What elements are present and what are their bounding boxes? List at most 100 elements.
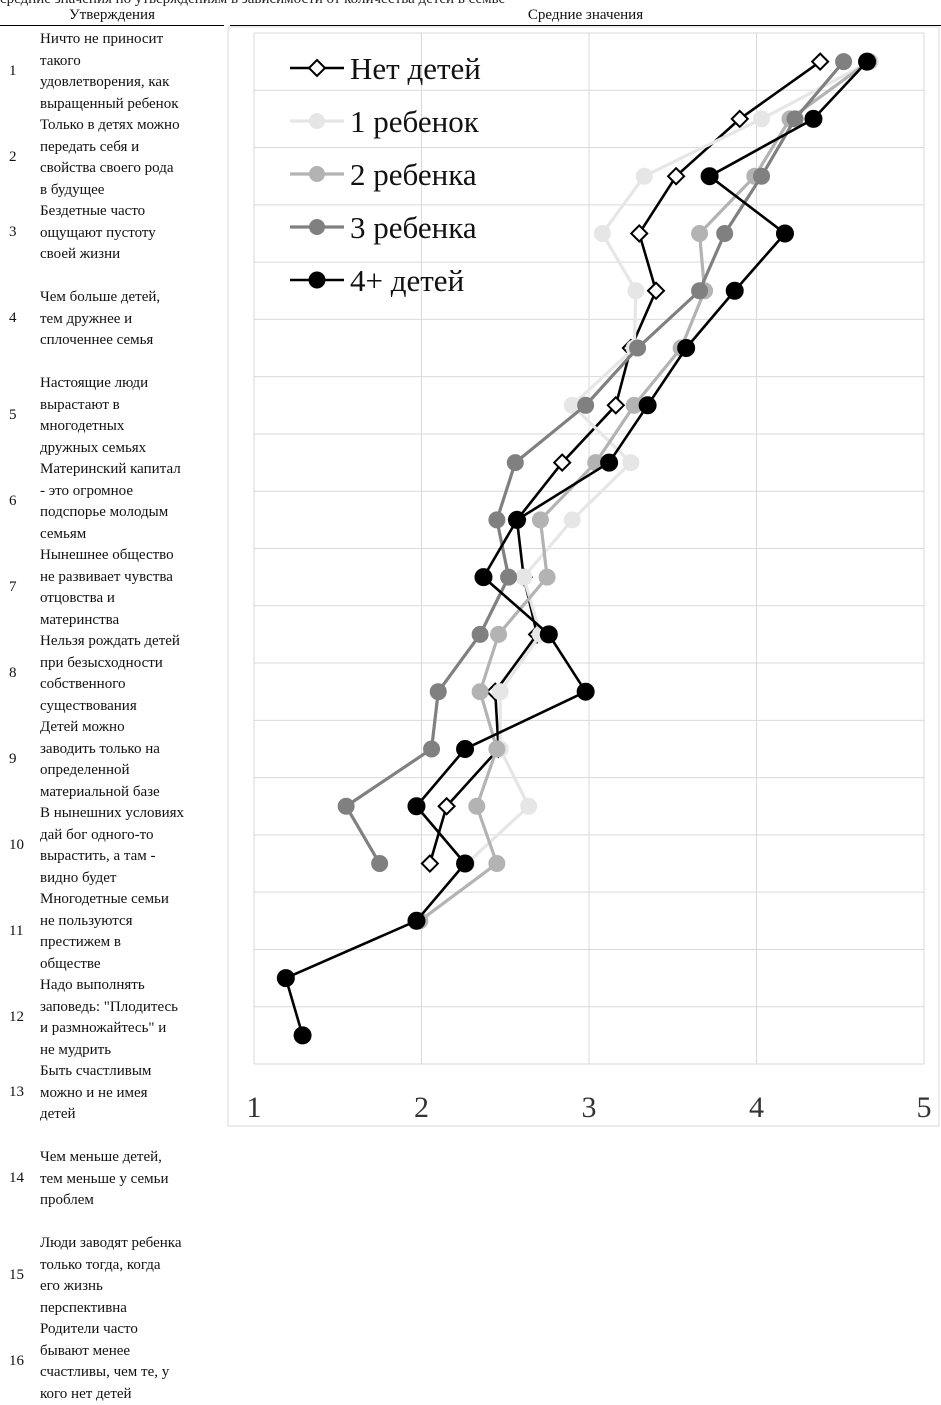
data-point bbox=[474, 568, 493, 587]
data-point bbox=[810, 52, 830, 72]
statement-text: Чем меньше детей, тем меньше у семьи про… bbox=[40, 1149, 169, 1208]
data-point bbox=[666, 166, 686, 186]
data-point bbox=[691, 224, 709, 242]
statement-row: 10 В нынешних условиях дай бог одного-то … bbox=[0, 803, 222, 889]
statement-number: 12 bbox=[9, 1009, 24, 1025]
data-point bbox=[371, 855, 389, 873]
data-point bbox=[515, 568, 533, 586]
statement-number: 1 bbox=[9, 63, 17, 79]
statement-row: 8 Нельзя рождать детей при безысходности … bbox=[0, 631, 222, 717]
statement-text: Надо выполнять заповедь: "Плодитесь и ра… bbox=[40, 977, 179, 1058]
x-tick-label: 3 bbox=[582, 1091, 597, 1124]
statement-text: В нынешних условиях дай бог одного-то вы… bbox=[40, 805, 185, 886]
data-point bbox=[507, 510, 526, 529]
data-point bbox=[716, 224, 734, 242]
x-tick-label: 5 bbox=[917, 1091, 932, 1124]
data-point bbox=[429, 683, 447, 701]
statement-row: 9 Детей можно заводить только на определе… bbox=[0, 717, 222, 803]
statement-number: 7 bbox=[9, 579, 17, 595]
statement-text: Настоящие люди вырастают в многодетных д… bbox=[40, 375, 149, 456]
statement-number: 8 bbox=[9, 665, 17, 681]
statement-text: Чем больше детей, тем дружнее и сплоченн… bbox=[40, 289, 161, 348]
data-point bbox=[552, 453, 572, 472]
legend-marker bbox=[307, 58, 327, 78]
statement-row: 11 Многодетные семьи не пользуются прести… bbox=[0, 889, 222, 975]
data-point bbox=[593, 224, 611, 242]
data-point bbox=[539, 625, 558, 644]
statement-row: 14 Чем меньше детей, тем меньше у семьи п… bbox=[0, 1147, 222, 1233]
statement-number: 9 bbox=[9, 751, 17, 767]
statement-number: 16 bbox=[9, 1353, 24, 1369]
data-point bbox=[337, 797, 355, 815]
data-point bbox=[500, 568, 518, 586]
statement-text: Ничто не приносит такого удовлетворения,… bbox=[40, 31, 179, 112]
data-point bbox=[488, 511, 506, 529]
data-point bbox=[456, 854, 475, 873]
statement-number: 2 bbox=[9, 149, 17, 165]
data-point bbox=[276, 969, 295, 988]
statement-row: 3 Бездетные часто ощущают пустоту своей ж… bbox=[0, 201, 222, 287]
data-point bbox=[753, 167, 771, 185]
data-point bbox=[606, 395, 626, 415]
statement-number: 14 bbox=[9, 1170, 24, 1187]
statement-text: Нынешнее общество не развивает чувства о… bbox=[40, 547, 174, 628]
statement-number: 10 bbox=[9, 837, 24, 853]
legend-label: Нет детей bbox=[350, 51, 481, 86]
data-point bbox=[577, 396, 595, 414]
legend-marker bbox=[308, 271, 326, 289]
data-point bbox=[488, 740, 506, 758]
data-point bbox=[753, 110, 771, 128]
data-point bbox=[786, 110, 804, 128]
data-point bbox=[858, 52, 877, 71]
legend-label: 3 ребенка bbox=[350, 210, 477, 245]
statement-number: 3 bbox=[9, 224, 17, 241]
data-point bbox=[531, 511, 549, 529]
data-point bbox=[407, 911, 426, 930]
chart-frame bbox=[227, 26, 940, 1127]
data-point bbox=[775, 224, 794, 243]
x-tick-label: 4 bbox=[749, 1091, 764, 1124]
statement-text: Материнский капитал - это огромное подсп… bbox=[40, 461, 181, 542]
statement-text: Нельзя рождать детей при безысходности с… bbox=[40, 633, 180, 714]
data-point bbox=[423, 740, 441, 758]
statement-row: 2 Только в детях можно передать себя и св… bbox=[0, 115, 222, 201]
data-point bbox=[490, 625, 508, 643]
statement-number: 6 bbox=[9, 493, 17, 509]
data-point bbox=[691, 282, 709, 300]
values-column-header: Средние значения bbox=[230, 6, 941, 26]
data-point bbox=[600, 453, 619, 472]
top-caption-strip: средние значения по утверждениям в завис… bbox=[0, 0, 941, 8]
data-point bbox=[293, 1026, 312, 1045]
data-point bbox=[420, 854, 440, 873]
data-point bbox=[677, 339, 696, 358]
legend-label: 1 ребенок bbox=[350, 104, 480, 139]
data-point bbox=[437, 796, 457, 816]
data-point bbox=[835, 53, 853, 71]
statement-text: Только в детях можно передать себя и сво… bbox=[40, 117, 180, 198]
legend-marker bbox=[309, 219, 325, 235]
data-point bbox=[407, 797, 426, 816]
data-point bbox=[471, 625, 489, 643]
statement-text: Бездетные часто ощущают пустоту своей жи… bbox=[40, 203, 156, 262]
data-point bbox=[506, 454, 524, 472]
data-point bbox=[629, 224, 649, 243]
data-point bbox=[538, 568, 556, 586]
legend-label: 4+ детей bbox=[350, 263, 464, 298]
statement-row: 4 Чем больше детей, тем дружнее и сплочен… bbox=[0, 287, 222, 373]
statement-row: 16 Родители часто бывают менее счастливы,… bbox=[0, 1319, 222, 1405]
data-point bbox=[730, 109, 750, 129]
data-point bbox=[629, 339, 647, 357]
statement-text: Многодетные семьи не пользуются престиже… bbox=[40, 891, 169, 972]
data-point bbox=[622, 454, 640, 472]
statement-number: 13 bbox=[9, 1084, 24, 1101]
statement-row: 13 Быть счастливым можно и не имея детей bbox=[0, 1061, 222, 1147]
data-point bbox=[646, 281, 666, 301]
x-tick-label: 1 bbox=[247, 1091, 262, 1124]
statement-row: 7 Нынешнее общество не развивает чувства … bbox=[0, 545, 222, 631]
data-point bbox=[627, 282, 645, 300]
data-point bbox=[700, 167, 719, 186]
statement-number: 15 bbox=[9, 1267, 24, 1283]
statement-row: 5 Настоящие люди вырастают в многодетных … bbox=[0, 373, 222, 459]
statement-number: 11 bbox=[9, 923, 24, 939]
data-point bbox=[488, 855, 506, 873]
